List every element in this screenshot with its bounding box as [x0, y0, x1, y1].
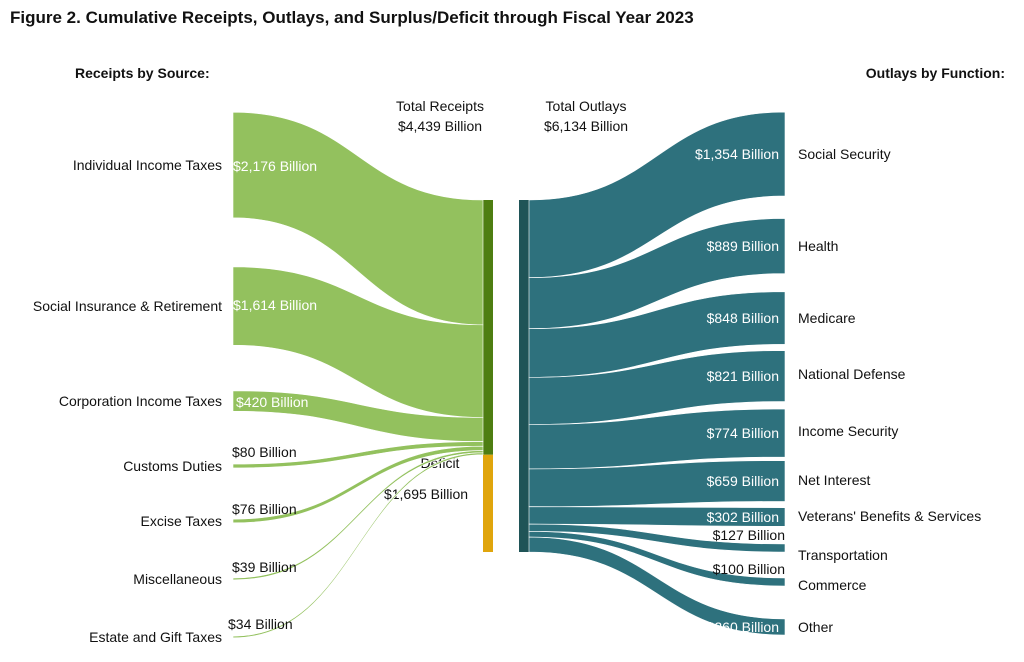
outlay-value-label: $774 Billion: [707, 425, 779, 441]
outlay-category-label: National Defense: [798, 366, 906, 382]
outlay-category-label: Medicare: [798, 310, 856, 326]
total-receipts-value: $4,439 Billion: [398, 118, 482, 134]
receipt-category-label: Estate and Gift Taxes: [89, 629, 222, 645]
outlay-flow-5: [528, 460, 786, 508]
outlay-value-label: $889 Billion: [707, 238, 779, 254]
outlay-category-label: Other: [798, 619, 833, 635]
outlay-value-label: $848 Billion: [707, 310, 779, 326]
total-receipts-label: Total Receipts: [396, 98, 484, 114]
receipts-total-bar: [483, 200, 493, 455]
receipt-value-label: $34 Billion: [228, 616, 293, 632]
outlay-value-label: $100 Billion: [713, 561, 785, 577]
receipt-category-label: Excise Taxes: [141, 513, 222, 529]
receipt-category-label: Individual Income Taxes: [73, 157, 222, 173]
outlay-flow-4: [528, 408, 786, 470]
outlay-value-label: $127 Billion: [713, 527, 785, 543]
deficit-bar: [483, 454, 493, 552]
chart-title: Figure 2. Cumulative Receipts, Outlays, …: [10, 8, 694, 27]
outlay-flow-0: [528, 111, 786, 278]
receipt-value-label: $39 Billion: [232, 559, 297, 575]
outlay-flow-8: [528, 531, 786, 587]
outlay-value-label: $1,354 Billion: [695, 146, 779, 162]
outlay-flow-6: [528, 506, 786, 527]
receipts-heading: Receipts by Source:: [75, 65, 210, 81]
outlay-category-label: Health: [798, 238, 838, 254]
total-outlays-value: $6,134 Billion: [544, 118, 628, 134]
receipt-category-label: Miscellaneous: [133, 571, 222, 587]
outlay-value-label: $302 Billion: [707, 509, 779, 525]
receipt-value-label: $1,614 Billion: [233, 297, 317, 313]
outlay-flow-9: [528, 536, 786, 636]
receipt-category-label: Corporation Income Taxes: [59, 393, 222, 409]
total-outlays-label: Total Outlays: [546, 98, 627, 114]
outlay-category-label: Commerce: [798, 577, 867, 593]
receipt-value-label: $420 Billion: [236, 394, 308, 410]
outlay-value-label: $260 Billion: [707, 619, 779, 635]
outlay-flow-7: [528, 523, 786, 553]
outlay-category-label: Income Security: [798, 423, 898, 439]
outlay-value-label: $821 Billion: [707, 368, 779, 384]
outlay-category-label: Social Security: [798, 146, 891, 162]
receipt-value-label: $76 Billion: [232, 501, 297, 517]
receipt-value-label: $2,176 Billion: [233, 158, 317, 174]
outlay-flow-3: [528, 350, 786, 425]
receipt-flow-6: [232, 452, 484, 639]
outlay-category-label: Net Interest: [798, 472, 870, 488]
outlay-flow-1: [528, 218, 786, 330]
outlay-flow-2: [528, 291, 786, 378]
receipt-value-label: $80 Billion: [232, 444, 297, 460]
deficit-value: $1,695 Billion: [384, 486, 468, 502]
outlays-total-bar: [519, 200, 529, 552]
outlay-value-label: $659 Billion: [707, 473, 779, 489]
receipt-category-label: Social Insurance & Retirement: [33, 298, 222, 314]
outlays-heading: Outlays by Function:: [866, 65, 1005, 81]
outlay-category-label: Veterans' Benefits & Services: [798, 508, 981, 524]
outlay-category-label: Transportation: [798, 547, 888, 563]
receipt-category-label: Customs Duties: [123, 458, 222, 474]
